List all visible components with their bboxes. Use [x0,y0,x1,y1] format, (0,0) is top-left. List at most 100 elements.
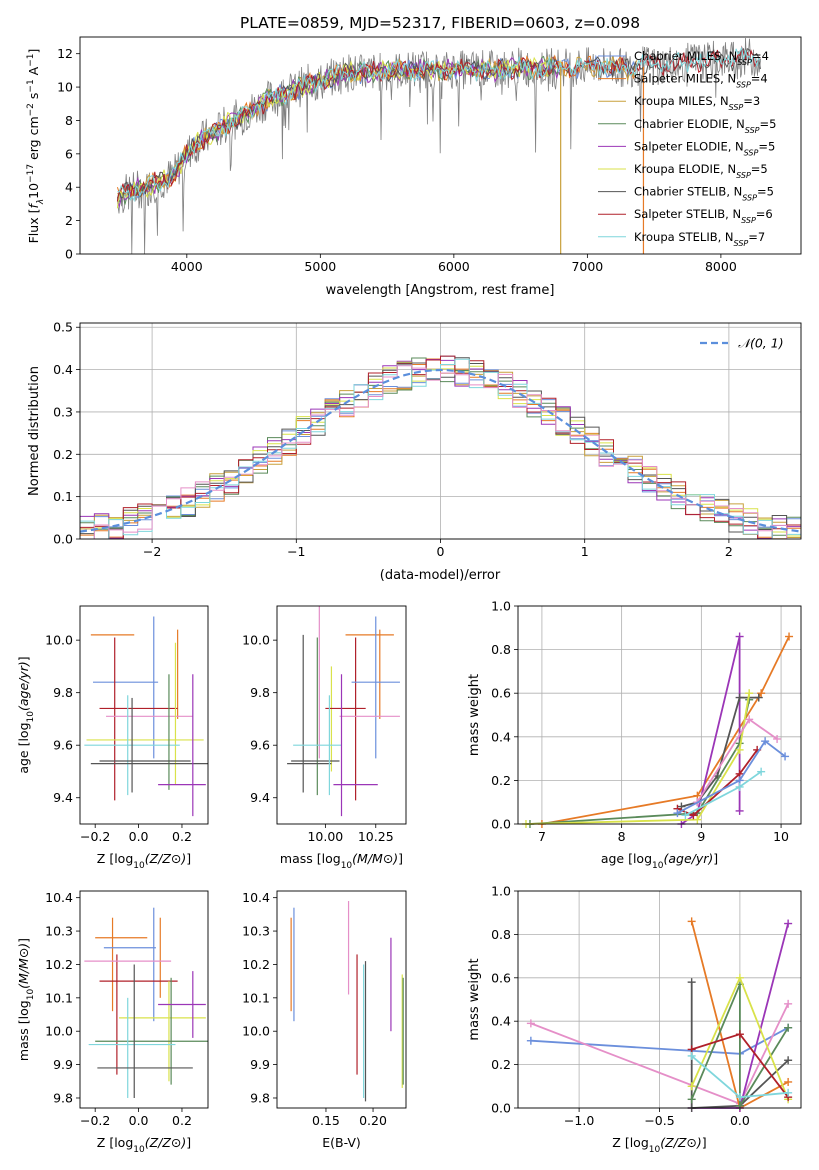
label-part: Chabrier STELIB, N [634,185,742,199]
weight-marker [785,632,794,641]
legend-label: Chabrier ELODIE, NSSP=5 [634,117,776,135]
y-tick-label: 0.1 [53,489,73,504]
label-part: Kroupa STELIB, N [634,230,734,244]
x-tick-label: 0.20 [359,1113,387,1128]
label-part: SSP [737,58,752,67]
label-part: 10 [133,861,145,871]
y-tick-label: 10.1 [45,990,73,1005]
y-tick-label: 10.0 [242,1024,270,1039]
x-tick-label: 0.0 [730,1113,750,1128]
label-part: SSP [742,193,757,202]
weight-marker [687,917,696,926]
weight-marker [689,811,698,820]
x-tick-label: 7000 [571,259,603,274]
y-tick-label: 1.0 [491,884,511,899]
label-part: =4 [752,49,769,63]
x-tick-label: 0.0 [129,829,149,844]
weight-line-1 [541,636,790,825]
weight-marker [773,734,782,743]
x-axis-label: Z [log10(Z/Z⊙)] [97,1135,191,1155]
label-part: Z [log [612,1135,648,1150]
x-tick-label: −1 [287,544,305,559]
legend-label: Chabrier STELIB, NSSP=5 [634,185,774,203]
label-part: =5 [758,139,775,153]
weight-marker [784,999,793,1008]
age-vs-metallicity-panel: −0.2 0.0 0.29.49.69.810.0Z [log10(Z/Z⊙)]ag… [16,605,209,871]
legend-label: Kroupa STELIB, NSSP=7 [634,230,765,248]
weight-marker [673,809,682,818]
y-tick-label: 9.9 [250,1057,270,1072]
label-part: SSP [729,103,744,112]
y-tick-label: 0.0 [491,817,511,832]
y-tick-label: 9.8 [250,1090,270,1105]
weight-marker [761,737,770,746]
label-part: (M/M⊙) [16,943,31,989]
label-part: ] [398,851,403,866]
weight-marker [784,1056,793,1065]
label-part: SSP [736,171,751,180]
axes-frame [276,890,407,1109]
legend-label: 𝒩(0, 1) [738,336,784,351]
label-part: SSP [736,80,751,89]
x-tick-label: −0.5 [644,1113,674,1128]
y-tick-label: 10.3 [242,924,270,939]
label-part: ] [186,851,191,866]
label-part: (Z/Z⊙) [145,851,187,866]
x-axis-label: age [log10(age/yr)] [601,851,718,871]
weight-marker [757,767,766,776]
x-tick-label: 10 [773,829,789,844]
label-part: =5 [760,117,777,131]
y-tick-label: 9.4 [250,790,270,805]
legend-label: Kroupa MILES, NSSP=3 [634,94,760,112]
label-part: A [26,66,41,79]
label-part: Chabrier ELODIE, N [634,117,745,131]
weight-marker [735,806,744,815]
axes-frame [79,890,209,1109]
y-tick-label: 0.2 [53,447,73,462]
label-part: Salpeter MILES, N [634,72,736,86]
y-tick-label: 0.2 [491,773,511,788]
y-tick-label: 6 [65,146,73,161]
y-axis-label: mass [log10(M/M⊙)] [16,938,36,1061]
x-tick-label: 10.00 [307,829,343,844]
y-tick-label: 0.4 [53,362,73,377]
weight-marker [735,782,744,791]
label-part: erg cm [26,116,41,164]
label-part: SSP [745,125,760,134]
axes-frame [79,322,802,540]
weight-marker [784,1077,793,1086]
weight-marker [784,1023,793,1032]
y-tick-label: 12 [57,46,73,61]
y-tick-label: 0.8 [491,642,511,657]
axes-frame [276,605,407,825]
label-part: Flux [ [26,209,41,244]
label-part: ] [16,656,31,661]
label-part: =3 [743,94,760,108]
weight-marker [757,689,766,698]
x-tick-label: 8 [618,829,626,844]
label-part: −17 [26,164,36,183]
label-part: Salpeter STELIB, N [634,207,741,221]
histogram-step-8 [80,355,801,539]
weight-marker [735,745,744,754]
label-part: (age/yr) [663,851,713,866]
x-tick-label: 2 [725,544,733,559]
y-tick-label: 9.8 [250,685,270,700]
y-tick-label: 0.4 [491,1014,511,1029]
y-axis-label: age [log10(age/yr)] [16,656,36,773]
legend-label: Salpeter MILES, NSSP=4 [634,72,768,90]
weight-line-2 [680,636,741,825]
model-line-9 [117,46,761,203]
weight-marker [735,1093,744,1102]
x-tick-label: 0 [437,544,445,559]
y-tick-label: 10.2 [242,957,270,972]
label-part: ] [186,1135,191,1150]
x-axis-label: Z [log10(Z/Z⊙)] [97,851,191,871]
weight-line-5 [690,982,789,1109]
y-tick-label: 10.0 [242,633,270,648]
x-tick-label: −0.2 [80,1113,110,1128]
y-tick-label: 0.5 [53,320,73,335]
weight-marker [693,815,702,824]
